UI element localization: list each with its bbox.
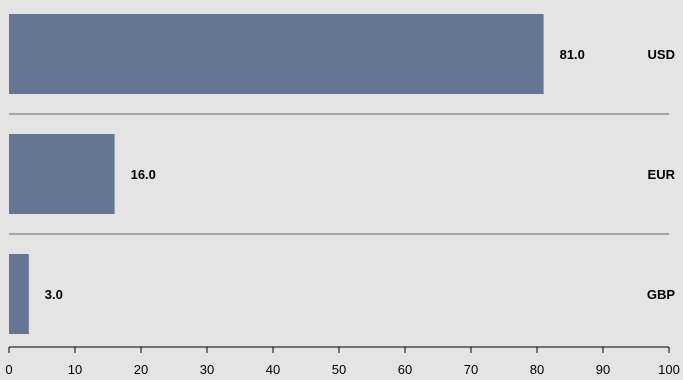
x-tick-label: 30 bbox=[200, 362, 214, 377]
x-tick-label: 90 bbox=[596, 362, 610, 377]
x-tick-label: 0 bbox=[5, 362, 12, 377]
x-tick-label: 20 bbox=[134, 362, 148, 377]
value-label-usd: 81.0 bbox=[560, 47, 585, 62]
separators-layer bbox=[9, 113, 669, 235]
labels-layer: 81.0 USD 16.0 EUR 3.0 GBP bbox=[45, 47, 676, 302]
category-label-eur: EUR bbox=[648, 167, 676, 182]
value-label-gbp: 3.0 bbox=[45, 287, 63, 302]
category-label-gbp: GBP bbox=[647, 287, 676, 302]
x-tick-label: 60 bbox=[398, 362, 412, 377]
bar-usd bbox=[9, 14, 544, 94]
x-tick-label: 70 bbox=[464, 362, 478, 377]
x-axis: 0 10 20 30 40 50 60 70 80 90 100 bbox=[5, 346, 680, 377]
bar-gbp bbox=[9, 254, 29, 334]
bars-layer bbox=[9, 14, 544, 334]
category-label-usd: USD bbox=[648, 47, 675, 62]
x-tick-label: 40 bbox=[266, 362, 280, 377]
x-tick-label: 50 bbox=[332, 362, 346, 377]
x-tick-label: 100 bbox=[658, 362, 680, 377]
x-tick-label: 80 bbox=[530, 362, 544, 377]
bar-eur bbox=[9, 134, 115, 214]
x-tick-label: 10 bbox=[68, 362, 82, 377]
value-label-eur: 16.0 bbox=[131, 167, 156, 182]
